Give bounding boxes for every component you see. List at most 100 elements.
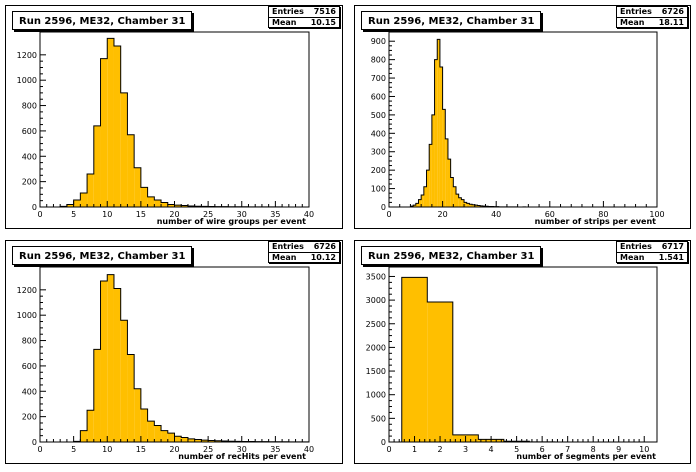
histogram-pad-strips: Run 2596, ME32, Chamber 31 Entries 6726 M… [354,5,691,229]
histogram-bar [418,199,422,207]
y-tick-label: 500 [371,414,386,423]
y-tick-label: 400 [22,152,37,161]
histogram-bar [439,67,443,207]
histogram-bar [140,409,148,442]
histogram-bar [161,202,168,207]
stats-entries-value: 6726 [661,7,684,16]
histogram-bar [181,437,188,442]
y-tick-label: 800 [22,337,37,346]
x-axis-title: number of recHits per event [178,452,306,461]
y-tick-label: 1200 [17,51,37,60]
histogram-bar [480,205,483,207]
x-tick-label: 40 [304,445,314,454]
x-tick-label: 20 [169,210,179,219]
histogram-bar [214,440,222,442]
histogram-bar [127,134,135,207]
histogram-bar [421,195,424,207]
histogram-bar [73,200,81,207]
histogram-bar [426,170,430,207]
x-tick-label: 15 [136,445,146,454]
x-tick-label: 8 [591,445,596,454]
histogram-pad-rechits: Run 2596, ME32, Chamber 31 Entries 6726 M… [5,240,343,464]
histogram-bar [100,58,108,208]
x-tick-label: 5 [71,210,76,219]
stats-box: Entries 7516 Mean 10.15 [268,6,340,28]
histogram-bar [431,114,435,207]
histogram-bar [415,203,419,207]
x-tick-label: 7 [565,445,570,454]
histogram-bar [161,430,168,442]
stats-mean-value: 1.541 [658,253,684,262]
y-tick-label: 1000 [17,76,37,85]
y-tick-label: 1200 [17,286,37,295]
y-tick-label: 600 [22,362,37,371]
y-tick-label: 0 [381,203,386,212]
x-tick-label: 35 [270,210,280,219]
x-axis-title: number of strips per event [534,217,656,226]
x-tick-label: 40 [304,210,314,219]
histogram-bar [167,204,175,207]
x-tick-label: 5 [514,445,519,454]
histogram-bar [147,196,155,207]
y-tick-label: 200 [22,413,37,422]
x-axis-title: number of wire groups per event [156,217,306,226]
histogram-bar [447,159,451,207]
histogram-bar [461,199,465,207]
histogram-bar [147,421,155,442]
stats-mean-label: Mean [620,253,645,262]
x-tick-label: 0 [37,445,42,454]
x-tick-label: 10 [102,210,112,219]
stats-entries-value: 6726 [313,242,336,251]
histogram-bar [450,177,454,207]
histogram-bar [187,205,195,207]
histogram-bar [113,45,121,207]
histogram-bar [187,438,195,442]
histogram-title: Run 2596, ME32, Chamber 31 [361,11,542,30]
stats-entries-label: Entries [620,242,652,251]
y-tick-label: 3500 [366,272,386,281]
histogram-plot: 0 20 40 60 80 100 0 100 200 300 400 500 600 700 800 900 [371,31,665,219]
x-tick-label: 30 [237,445,247,454]
histogram-outline [40,274,310,443]
histogram-title: Run 2596, ME32, Chamber 31 [361,246,542,265]
x-tick-label: 100 [649,210,664,219]
histogram-bar [474,205,478,207]
histogram-bar [469,204,473,207]
x-tick-label: 0 [386,445,391,454]
histogram-bar [107,38,114,208]
histogram-bar [437,39,440,207]
histogram-bar [87,174,94,207]
x-tick-label: 15 [136,210,146,219]
histogram-bar [464,202,467,207]
x-tick-label: 9 [616,445,621,454]
y-tick-label: 800 [22,102,37,111]
stats-entries-label: Entries [272,7,304,16]
stats-mean-value: 10.15 [310,18,336,27]
y-tick-label: 3000 [366,296,386,305]
stats-box: Entries 6726 Mean 10.12 [268,241,340,263]
histogram-bar [80,430,88,442]
x-tick-label: 20 [438,210,448,219]
histogram-bar [174,205,182,207]
plot-frame [39,31,310,208]
histogram-bar [208,440,215,442]
histogram-bar [127,354,135,442]
x-tick-label: 10 [639,445,649,454]
histogram-bar [442,109,446,207]
stats-box: Entries 6717 Mean 1.541 [616,241,688,263]
stats-entries-label: Entries [620,7,652,16]
x-tick-label: 35 [270,445,280,454]
stats-entries-value: 7516 [313,7,336,16]
histogram-bar [66,204,74,207]
x-axis-title: number of segments per event [516,452,656,461]
plot-frame [39,266,310,443]
x-tick-label: 20 [169,445,179,454]
y-tick-label: 300 [371,148,386,157]
histogram-bar [458,197,462,207]
histogram-title: Run 2596, ME32, Chamber 31 [12,246,193,265]
histogram-bar [434,59,438,208]
histogram-bar [472,204,475,207]
histogram-bar [466,203,470,207]
